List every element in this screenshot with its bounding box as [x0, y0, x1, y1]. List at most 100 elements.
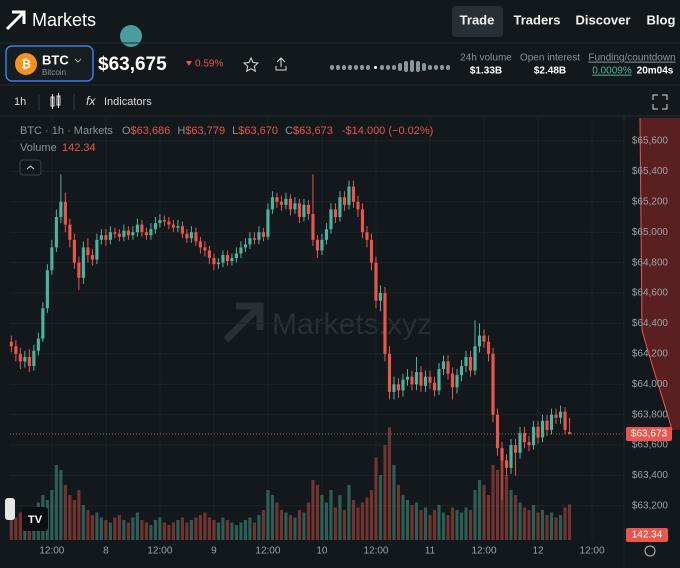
volume-bar — [284, 512, 288, 540]
volume-bar — [414, 502, 419, 540]
candle-body — [378, 293, 383, 301]
volume-bar — [342, 510, 347, 540]
candle-body — [113, 232, 117, 234]
candle-body — [207, 250, 211, 259]
ohlc-change: -$14.000 (−0.02%) — [342, 125, 433, 137]
watermark-logo — [223, 302, 264, 343]
volume-bar — [9, 510, 13, 540]
candle-body — [414, 372, 419, 385]
share[interactable] — [275, 57, 287, 71]
volume-bar — [239, 522, 243, 540]
nav-item[interactable]: Trade — [460, 12, 495, 27]
brand[interactable]: Markets — [32, 10, 96, 30]
volume-bar — [18, 512, 22, 540]
volume-bar — [248, 517, 252, 540]
settings[interactable] — [644, 545, 656, 557]
volume-bar — [563, 507, 567, 540]
indicators[interactable]: Indicators — [104, 96, 152, 108]
volume-bar — [225, 520, 229, 540]
ohlc-value: $63,670 — [238, 125, 278, 137]
candle-body — [167, 221, 171, 225]
volume-bar — [482, 485, 486, 540]
volume-bar — [108, 522, 112, 540]
candle-body — [122, 230, 126, 237]
candle-body — [437, 369, 441, 391]
candle-body — [284, 198, 288, 205]
volume-bar — [117, 515, 121, 540]
volume-bar — [396, 485, 401, 540]
volume-bar — [63, 485, 67, 540]
chart-type[interactable] — [50, 93, 61, 109]
volume-bar — [252, 522, 257, 540]
fullscreen[interactable] — [652, 94, 668, 110]
candle-body — [383, 293, 387, 354]
stat-label[interactable]: Funding/countdown — [588, 53, 675, 64]
candle-body — [365, 232, 369, 240]
volume-bar — [68, 495, 72, 540]
avatar[interactable] — [120, 25, 142, 47]
candle-body — [333, 209, 338, 217]
candle-body — [248, 238, 252, 245]
volume-bar — [378, 475, 383, 540]
volume-bar — [216, 522, 220, 540]
volume-bar — [257, 515, 261, 540]
volume-bar — [459, 512, 464, 540]
favorite[interactable] — [242, 56, 260, 73]
candle-body — [396, 384, 401, 391]
x-tick-label: 8 — [103, 546, 109, 557]
ohlc-value: $63,686 — [131, 125, 171, 137]
side-handle[interactable] — [5, 498, 15, 520]
watermark: Markets.xyz — [272, 308, 432, 341]
volume-bar — [351, 500, 356, 540]
volume-bar — [549, 512, 554, 540]
logo[interactable] — [5, 10, 26, 31]
collapse-legend[interactable] — [19, 159, 42, 176]
nav-item[interactable]: Traders — [514, 12, 561, 27]
tv-logo[interactable] — [22, 507, 48, 531]
last-price-badge — [626, 427, 672, 442]
candle-body — [500, 448, 504, 461]
candle-body — [423, 376, 428, 386]
candle-body — [189, 232, 193, 239]
volume-bar — [558, 515, 563, 540]
volume-bar — [324, 502, 329, 540]
candle-body — [32, 350, 36, 367]
volume-bar — [189, 520, 193, 540]
candle-body — [536, 426, 540, 438]
x-tick-label: 12:00 — [147, 546, 172, 557]
down-arrow — [186, 61, 192, 66]
countdown: 20m04s — [637, 66, 674, 77]
candle-body — [356, 201, 360, 210]
candle-body — [558, 411, 563, 418]
candle-body — [72, 239, 76, 263]
candle-body — [549, 414, 554, 430]
interval[interactable]: 1h — [14, 96, 26, 108]
volume-bar — [405, 500, 410, 540]
candle-body — [216, 262, 220, 265]
candle-body — [18, 353, 22, 362]
candle-body — [486, 341, 491, 354]
volume-bar — [567, 504, 572, 540]
volume-bar — [140, 520, 144, 540]
candle-body — [450, 373, 455, 388]
candle-body — [441, 361, 446, 370]
volume-bar — [540, 510, 545, 540]
volume-bar — [315, 485, 320, 540]
volume-bar — [306, 502, 311, 540]
volume-bar — [135, 512, 139, 540]
y-tick-label: $65,600 — [632, 136, 669, 147]
candle-body — [509, 445, 513, 468]
candle-body — [531, 426, 536, 446]
candle-body — [86, 247, 90, 256]
volume-bar — [203, 512, 207, 540]
volume-bar — [338, 495, 342, 540]
volume-bar — [545, 515, 549, 540]
nav-item[interactable]: Blog — [647, 12, 676, 27]
x-tick-label: 12 — [532, 546, 544, 557]
volume-bar — [486, 495, 491, 540]
legend-title: BTC · 1h · Markets — [20, 125, 113, 137]
volume-bar — [311, 480, 315, 540]
nav-item[interactable]: Discover — [576, 12, 631, 27]
y-tick-label: $64,200 — [632, 349, 669, 360]
candle-body — [288, 198, 293, 210]
